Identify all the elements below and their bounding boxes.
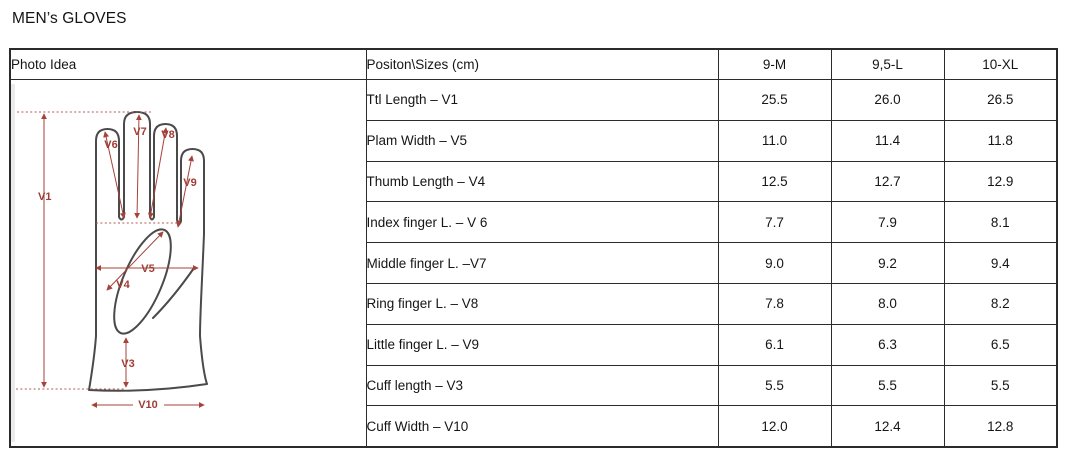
measurement-value: 5.5 xyxy=(943,364,1058,407)
page-title: MEN’s GLOVES xyxy=(12,10,127,27)
measurement-value: 12.4 xyxy=(830,405,945,448)
v4-arrow xyxy=(106,231,164,291)
v5-label: V5 xyxy=(141,263,154,275)
measurement-value: 9.0 xyxy=(717,242,832,284)
measurement-value: 6.3 xyxy=(830,323,945,366)
measurement-value: 6.1 xyxy=(717,323,832,366)
glove-outline xyxy=(88,111,208,392)
table-row: Little finger L. – V9 6.1 6.3 6.5 xyxy=(10,323,1058,366)
measurement-value: 12.9 xyxy=(943,160,1058,203)
measurement-value: 11.8 xyxy=(943,119,1058,162)
measurement-value: 7.9 xyxy=(830,201,945,244)
size-column-header: 9,5-L xyxy=(830,48,945,80)
table-row: Plam Width – V5 11.0 11.4 11.8 xyxy=(10,119,1058,162)
measurement-value: 12.7 xyxy=(830,160,945,203)
measurement-value: 7.8 xyxy=(717,282,832,325)
v10-label-backing xyxy=(133,397,164,411)
table-row: Ring finger L. – V8 7.8 8.0 8.2 xyxy=(10,282,1058,325)
glove-diagram-svg: V1 V6 V7 V8 V9 V5 V4 V3 V10 xyxy=(11,84,208,443)
table-row: Middle finger L. –V7 9.0 9.2 9.4 xyxy=(10,242,1058,284)
position-sizes-header: Positon\Sizes (cm) xyxy=(365,48,719,80)
measurement-value: 11.0 xyxy=(717,119,832,162)
v6-label: V6 xyxy=(104,139,117,151)
measurement-value: 26.5 xyxy=(943,79,1058,121)
v9-label: V9 xyxy=(183,177,196,189)
measurement-label: Ring finger L. – V8 xyxy=(365,282,719,325)
measurement-value: 9.4 xyxy=(943,242,1058,284)
measurement-value: 12.8 xyxy=(943,405,1058,448)
measurement-value: 12.0 xyxy=(717,405,832,448)
v3-label: V3 xyxy=(121,358,134,370)
measurement-label: Plam Width – V5 xyxy=(365,119,719,162)
photo-edge-shade xyxy=(11,84,15,443)
measurement-value: 12.5 xyxy=(717,160,832,203)
v4-label: V4 xyxy=(116,279,130,291)
measurement-value: 6.5 xyxy=(943,323,1058,366)
v1-label: V1 xyxy=(38,191,51,203)
photo-idea-header: Photo Idea xyxy=(9,48,367,80)
measurement-label: Middle finger L. –V7 xyxy=(365,242,719,284)
v8-arrow xyxy=(147,127,169,219)
glove-photo-cell: V1 V6 V7 V8 V9 V5 V4 V3 V10 xyxy=(9,79,367,448)
v8-label: V8 xyxy=(161,129,174,141)
table-row: Index finger L. – V 6 7.7 7.9 8.1 xyxy=(10,201,1058,244)
measurement-value: 25.5 xyxy=(717,79,832,121)
table-row: Cuff length – V3 5.5 5.5 5.5 xyxy=(10,364,1058,407)
measurement-label: Little finger L. – V9 xyxy=(365,323,719,366)
glove-measurement-diagram: V1 V6 V7 V8 V9 V5 V4 V3 V10 xyxy=(11,84,365,443)
size-column-header: 9-M xyxy=(717,48,832,80)
measurement-label: Thumb Length – V4 xyxy=(365,160,719,203)
table-header-row: Photo Idea Positon\Sizes (cm) 9-M 9,5-L … xyxy=(9,48,1058,80)
measurement-value: 26.0 xyxy=(830,79,945,121)
measurement-label: Cuff length – V3 xyxy=(365,364,719,407)
glove-size-table: Photo Idea Positon\Sizes (cm) 9-M 9,5-L … xyxy=(9,48,1058,449)
measurement-value: 9.2 xyxy=(830,242,945,284)
measurement-label: Index finger L. – V 6 xyxy=(365,201,719,244)
table-row: V1 V6 V7 V8 V9 V5 V4 V3 V10 Ttl Length –… xyxy=(9,79,1058,448)
measurement-value: 8.0 xyxy=(830,282,945,325)
v7-arrow xyxy=(134,114,142,219)
measurement-value: 8.2 xyxy=(943,282,1058,325)
table-row: Thumb Length – V4 12.5 12.7 12.9 xyxy=(10,160,1058,203)
measurement-label: Cuff Width – V10 xyxy=(365,405,719,448)
v6-arrow xyxy=(103,131,126,219)
measurement-value: 5.5 xyxy=(830,364,945,407)
measurement-value: 11.4 xyxy=(830,119,945,162)
v9-arrow xyxy=(176,155,194,228)
v10-label: V10 xyxy=(138,399,158,411)
glove-thumb-crease xyxy=(152,267,195,320)
measurement-value: 5.5 xyxy=(717,364,832,407)
measurement-value: 7.7 xyxy=(717,201,832,244)
v7-label: V7 xyxy=(133,126,146,138)
measurement-label: Ttl Length – V1 xyxy=(365,79,719,121)
size-column-header: 10-XL xyxy=(943,48,1058,80)
measurement-value: 8.1 xyxy=(943,201,1058,244)
table-row: Cuff Width – V10 12.0 12.4 12.8 xyxy=(10,405,1058,448)
